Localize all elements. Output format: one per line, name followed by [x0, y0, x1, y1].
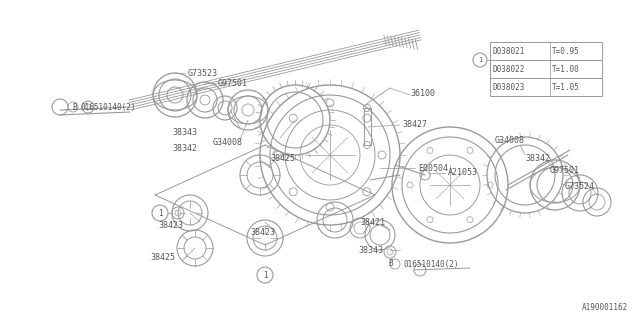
Text: 016510140(2): 016510140(2) [80, 102, 136, 111]
Text: G73523: G73523 [188, 68, 218, 77]
Text: D038023: D038023 [492, 83, 524, 92]
Text: B: B [388, 260, 392, 268]
Text: A190001162: A190001162 [582, 303, 628, 312]
Text: 1: 1 [262, 270, 268, 279]
Text: 1: 1 [478, 57, 482, 63]
Text: T=1.05: T=1.05 [552, 83, 580, 92]
Text: G34008: G34008 [213, 138, 243, 147]
Text: E00504: E00504 [418, 164, 448, 172]
Bar [490, 42, 602, 60]
Text: T=1.00: T=1.00 [552, 65, 580, 74]
Text: 38425: 38425 [150, 253, 175, 262]
Text: 38343: 38343 [358, 245, 383, 254]
Text: 38421: 38421 [360, 218, 385, 227]
Text: A21053: A21053 [448, 167, 478, 177]
Text: 38423: 38423 [158, 220, 183, 229]
Text: 38342: 38342 [172, 143, 197, 153]
Text: G34008: G34008 [495, 135, 525, 145]
Text: 38343: 38343 [172, 127, 197, 137]
Text: 38342: 38342 [525, 154, 550, 163]
Text: 38423: 38423 [250, 228, 275, 236]
Text: D038022: D038022 [492, 65, 524, 74]
Text: 1: 1 [157, 209, 163, 218]
Text: 36100: 36100 [410, 89, 435, 98]
Bar [490, 78, 602, 96]
Text: D038021: D038021 [492, 46, 524, 55]
Text: G73524: G73524 [565, 181, 595, 190]
Text: G97501: G97501 [218, 78, 248, 87]
Text: 38427: 38427 [402, 119, 427, 129]
Text: 016510140(2): 016510140(2) [403, 260, 458, 268]
Bar [490, 60, 602, 78]
Text: G97501: G97501 [550, 165, 580, 174]
Text: 38425: 38425 [270, 154, 295, 163]
Text: B: B [72, 102, 77, 111]
Text: T=0.95: T=0.95 [552, 46, 580, 55]
